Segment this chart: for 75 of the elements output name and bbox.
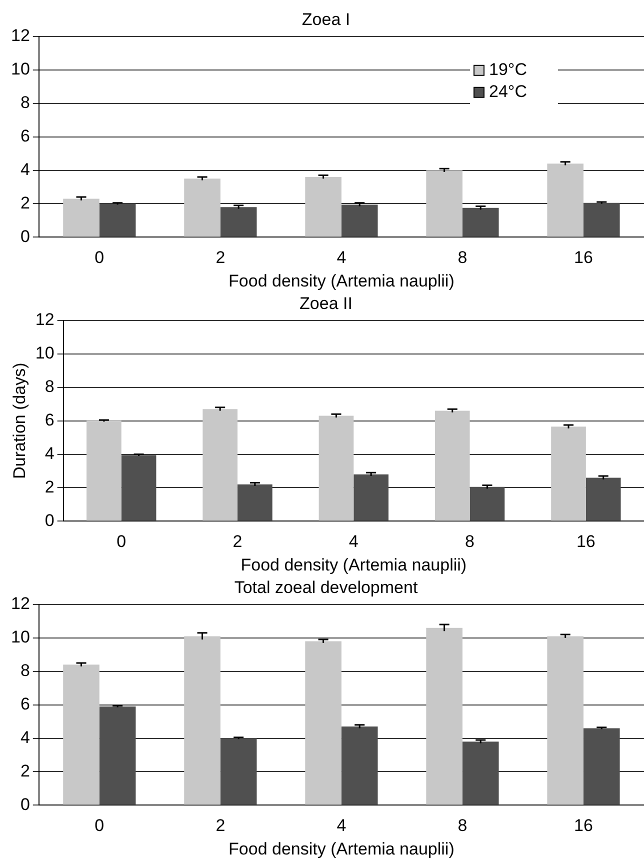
y-tick-label: 4 bbox=[44, 444, 54, 463]
x-axis-title: Food density (Artemia nauplii) bbox=[228, 271, 454, 290]
bar bbox=[434, 410, 470, 521]
bar bbox=[426, 170, 462, 237]
x-tick-label: 2 bbox=[232, 532, 242, 552]
chart-title: Zoea II bbox=[300, 294, 352, 313]
y-tick-label: 2 bbox=[20, 761, 30, 780]
y-tick-label: 2 bbox=[20, 193, 30, 212]
bar bbox=[220, 738, 257, 805]
y-tick-label: 6 bbox=[20, 694, 30, 714]
x-tick-label: 16 bbox=[576, 532, 596, 552]
y-tick-label: 0 bbox=[20, 794, 30, 814]
x-tick-label: 2 bbox=[216, 816, 226, 836]
y-tick-label: 10 bbox=[10, 60, 30, 79]
y-tick-label: 8 bbox=[20, 661, 30, 680]
y-tick-label: 8 bbox=[20, 93, 30, 112]
x-tick-label: 4 bbox=[348, 532, 358, 552]
y-tick-label: 2 bbox=[44, 477, 54, 496]
x-tick-label: 0 bbox=[116, 532, 126, 552]
bar bbox=[202, 409, 238, 521]
y-tick-label: 10 bbox=[35, 344, 54, 363]
legend-label: 24°C bbox=[489, 82, 527, 102]
bar bbox=[341, 726, 378, 805]
x-axis-title: Food density (Artemia nauplii) bbox=[228, 839, 454, 858]
bar bbox=[63, 198, 100, 237]
bar bbox=[583, 728, 620, 805]
bar bbox=[470, 486, 505, 521]
y-tick-label: 0 bbox=[20, 226, 30, 246]
y-tick-label: 0 bbox=[44, 510, 54, 530]
x-tick-label: 16 bbox=[574, 248, 593, 268]
bar bbox=[318, 416, 354, 521]
y-tick-label: 12 bbox=[10, 594, 30, 614]
legend-label: 19°C bbox=[489, 60, 527, 80]
x-tick-label: 8 bbox=[458, 248, 468, 268]
bar bbox=[305, 641, 342, 805]
bar bbox=[462, 208, 499, 237]
x-tick-label: 16 bbox=[574, 816, 593, 836]
bar bbox=[354, 474, 388, 521]
bar bbox=[99, 706, 136, 805]
y-tick-label: 6 bbox=[20, 126, 30, 146]
x-tick-label: 8 bbox=[465, 532, 475, 552]
y-tick-label: 12 bbox=[35, 310, 54, 330]
y-axis-title: Duration (days) bbox=[10, 362, 29, 479]
bar bbox=[63, 664, 100, 805]
bar bbox=[184, 636, 220, 805]
bar bbox=[184, 178, 220, 237]
chart-title: Total zoeal development bbox=[234, 578, 418, 597]
x-axis-title: Food density (Artemia nauplii) bbox=[240, 555, 467, 574]
bar bbox=[586, 478, 621, 521]
x-tick-label: 2 bbox=[216, 248, 226, 268]
x-tick-label: 8 bbox=[458, 816, 468, 836]
bar bbox=[121, 455, 156, 521]
y-tick-label: 4 bbox=[20, 728, 30, 747]
x-tick-label: 4 bbox=[336, 816, 346, 836]
y-tick-label: 6 bbox=[44, 410, 54, 430]
x-tick-label: 4 bbox=[336, 248, 346, 268]
chart-title: Zoea I bbox=[302, 10, 350, 29]
x-tick-label: 0 bbox=[94, 248, 104, 268]
y-tick-label: 8 bbox=[44, 377, 54, 396]
y-tick-label: 4 bbox=[20, 160, 30, 179]
bar bbox=[305, 176, 342, 237]
y-tick-label: 12 bbox=[10, 26, 30, 46]
bar bbox=[220, 207, 257, 237]
y-tick-label: 10 bbox=[10, 628, 30, 647]
bar bbox=[238, 484, 272, 521]
bar bbox=[99, 204, 136, 237]
bar bbox=[86, 420, 122, 521]
bar bbox=[547, 164, 584, 237]
x-tick-label: 0 bbox=[94, 816, 104, 836]
bar bbox=[551, 426, 586, 521]
bar bbox=[462, 742, 499, 805]
bar bbox=[426, 628, 462, 805]
bar bbox=[341, 204, 378, 237]
bar bbox=[547, 636, 584, 805]
bar bbox=[583, 202, 620, 237]
